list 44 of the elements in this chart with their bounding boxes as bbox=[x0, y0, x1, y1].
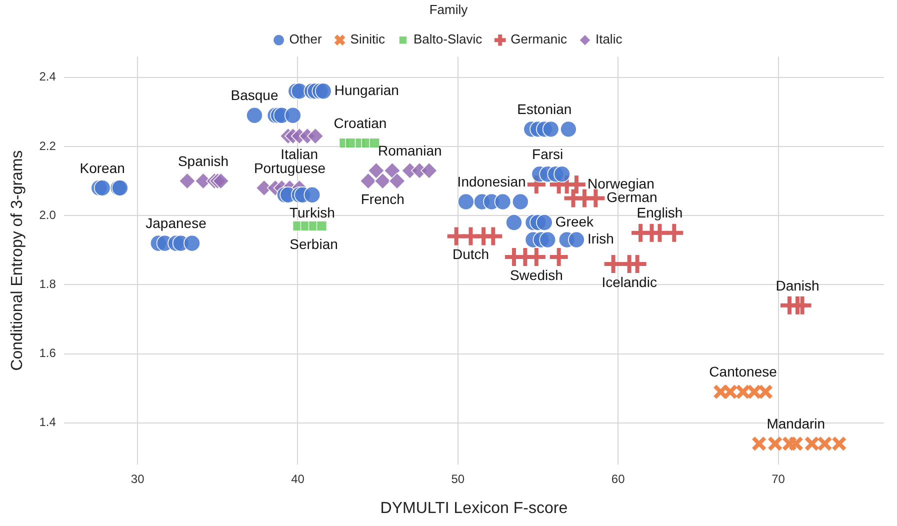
annotation: Romanian bbox=[378, 142, 442, 159]
annotation: Japanese bbox=[146, 215, 207, 232]
x-axis-title: DYMULTI Lexicon F-score bbox=[380, 500, 568, 517]
y-axis-title: Conditional Entropy of 3-grams bbox=[9, 150, 26, 371]
legend-label: Sinitic bbox=[350, 32, 386, 47]
annotation: Norwegian bbox=[587, 175, 654, 192]
x-tick-label: 30 bbox=[130, 472, 145, 486]
legend-title: Family bbox=[429, 2, 468, 18]
annotation: French bbox=[360, 190, 404, 207]
annotation: Estonian bbox=[517, 101, 572, 118]
annotation: Turkish bbox=[289, 204, 335, 221]
annotation: Farsi bbox=[532, 146, 564, 162]
annotation: Irish bbox=[587, 230, 614, 247]
y-tick-label: 1.4 bbox=[39, 415, 56, 430]
annotation: Croatian bbox=[334, 114, 387, 131]
y-tick-label: 2.4 bbox=[39, 70, 56, 84]
annotation: Portuguese bbox=[254, 160, 326, 176]
annotation: Icelandic bbox=[602, 274, 657, 290]
annotation: Mandarin bbox=[766, 416, 826, 432]
x-tick-label: 70 bbox=[772, 472, 786, 486]
legend-label: Italic bbox=[595, 32, 623, 47]
x-tick-label: 40 bbox=[291, 472, 305, 486]
annotation: Cantonese bbox=[709, 364, 778, 380]
annotation: Korean bbox=[80, 160, 125, 176]
legend-label: Balto-Slavic bbox=[413, 32, 483, 47]
y-tick-label: 2.0 bbox=[39, 208, 56, 222]
annotation: Greek bbox=[555, 213, 595, 230]
x-tick-label: 60 bbox=[611, 472, 626, 486]
annotation: Swedish bbox=[510, 266, 563, 283]
annotation: Italian bbox=[280, 146, 318, 162]
x-tick-label: 50 bbox=[451, 472, 465, 486]
annotation: Serbian bbox=[290, 236, 338, 252]
legend-label: Other bbox=[289, 32, 322, 47]
annotation: Spanish bbox=[178, 152, 229, 169]
y-tick-label: 1.6 bbox=[39, 346, 56, 360]
legend-label: Germanic bbox=[510, 32, 568, 47]
annotation: Indonesian bbox=[457, 174, 526, 190]
annotation: English bbox=[636, 204, 683, 221]
y-tick-label: 2.2 bbox=[39, 138, 56, 153]
annotation: Danish bbox=[776, 277, 820, 294]
y-tick-label: 1.8 bbox=[39, 277, 56, 292]
annotation: Basque bbox=[230, 87, 278, 104]
annotation: Hungarian bbox=[334, 82, 399, 98]
annotation: Dutch bbox=[452, 246, 490, 262]
